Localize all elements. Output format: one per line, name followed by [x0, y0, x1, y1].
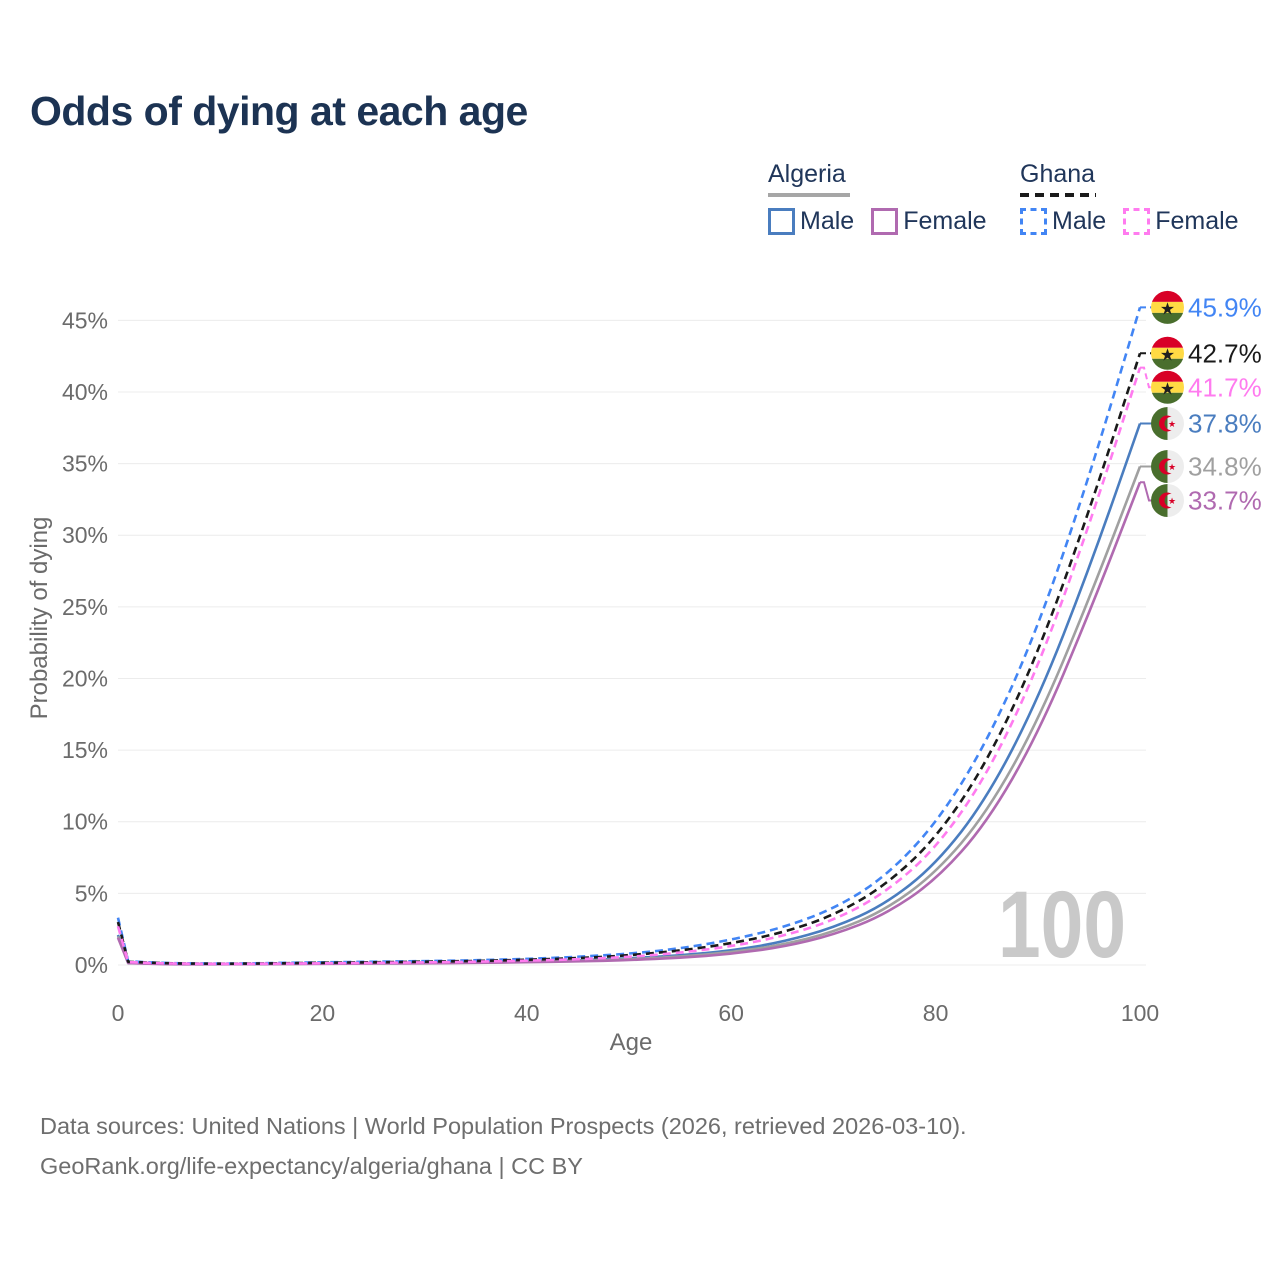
- value-label-algeria-female: 33.7%: [1188, 486, 1262, 516]
- y-tick-label: 40%: [62, 379, 108, 405]
- y-tick-label: 20%: [62, 665, 108, 691]
- series-line-ghana-female: [116, 367, 1142, 966]
- x-tick-label: 20: [310, 1000, 336, 1026]
- x-axis-title: Age: [610, 1029, 653, 1056]
- legend-label-algeria-male[interactable]: Male: [800, 207, 855, 235]
- age-watermark: 100: [998, 872, 1126, 978]
- y-tick-label: 0%: [75, 952, 108, 978]
- axes: 0% 5% 10% 15% 20% 25% 30% 35% 40% 45% 0 20 40 60 80 100…: [26, 307, 1159, 1056]
- footer-line1: Data sources: United Nations | World Pop…: [40, 1113, 967, 1139]
- series-line-ghana-both-sexes: [116, 352, 1142, 965]
- end-labels: 45.9% 42.7% 41.7% 37.8% 34.8% 33.7%: [1140, 290, 1262, 517]
- legend-swatch-ghana-female[interactable]: [1123, 208, 1151, 235]
- leader-line-algeria-female: [1140, 481, 1152, 502]
- leader-line-ghana-female: [1140, 366, 1152, 389]
- legend-group-ghana: Ghana Male Female: [1020, 160, 1256, 236]
- x-tick-label: 100: [1121, 1000, 1159, 1026]
- data-sources: Data sources: United Nations | World Pop…: [40, 1106, 967, 1186]
- flag-ghana-icon: [1151, 370, 1185, 404]
- y-tick-label: 35%: [62, 451, 108, 477]
- legend-item-algeria-female[interactable]: Female: [871, 207, 987, 236]
- flag-algeria-icon: [1151, 484, 1185, 518]
- legend-country-ghana[interactable]: Ghana: [1020, 160, 1096, 188]
- x-tick-label: 40: [514, 1000, 540, 1026]
- legend-swatch-algeria-male[interactable]: [768, 208, 795, 235]
- value-label-ghana-female: 41.7%: [1188, 372, 1262, 402]
- x-tick-label: 60: [718, 1000, 744, 1026]
- page-title: Odds of dying at each age: [30, 88, 528, 134]
- watermark-layer: 100: [998, 872, 1126, 978]
- value-label-ghana-male: 45.9%: [1188, 292, 1262, 322]
- legend-underline-ghana: [1020, 193, 1096, 197]
- y-axis-title: Probability of dying: [26, 517, 53, 720]
- legend-label-algeria-female[interactable]: Female: [903, 207, 987, 235]
- y-tick-label: 30%: [62, 522, 108, 548]
- legend-swatch-ghana-male[interactable]: [1020, 208, 1047, 235]
- series-line-ghana-male: [116, 307, 1142, 965]
- y-tick-label: 5%: [75, 880, 108, 906]
- value-label-algeria-male: 37.8%: [1188, 409, 1262, 439]
- legend-swatch-algeria-female[interactable]: [871, 208, 899, 235]
- gridlines: [118, 319, 1146, 966]
- y-tick-label: 25%: [62, 594, 108, 620]
- y-tick-label: 10%: [62, 809, 108, 835]
- series-lines: [116, 307, 1142, 966]
- footer-line2: GeoRank.org/life-expectancy/algeria/ghan…: [40, 1153, 583, 1179]
- legend-label-ghana-male[interactable]: Male: [1052, 207, 1107, 235]
- value-label-algeria-both-sexes: 34.8%: [1188, 452, 1262, 482]
- legend-country-algeria[interactable]: Algeria: [768, 160, 846, 188]
- x-tick-label: 0: [112, 1000, 125, 1026]
- legend-underline-algeria: [768, 193, 850, 197]
- x-tick-label: 80: [923, 1000, 949, 1026]
- value-label-ghana-both-sexes: 42.7%: [1188, 338, 1262, 368]
- legend-label-ghana-female[interactable]: Female: [1155, 207, 1239, 235]
- legend-item-ghana-female[interactable]: Female: [1123, 207, 1239, 236]
- series-line-algeria-female: [116, 481, 1142, 966]
- flag-algeria-icon: [1151, 450, 1185, 484]
- legend-item-algeria-male[interactable]: Male: [768, 207, 854, 236]
- flag-ghana-icon: [1151, 336, 1185, 370]
- series-line-algeria-male: [116, 423, 1142, 966]
- flag-ghana-icon: [1151, 290, 1185, 324]
- legend-group-algeria: Algeria Male Female: [768, 160, 1004, 236]
- legend-item-ghana-male[interactable]: Male: [1020, 207, 1106, 236]
- flag-algeria-icon: [1151, 407, 1185, 441]
- y-tick-label: 45%: [62, 307, 108, 333]
- y-tick-label: 15%: [62, 737, 108, 763]
- series-line-algeria-both-sexes: [116, 466, 1142, 966]
